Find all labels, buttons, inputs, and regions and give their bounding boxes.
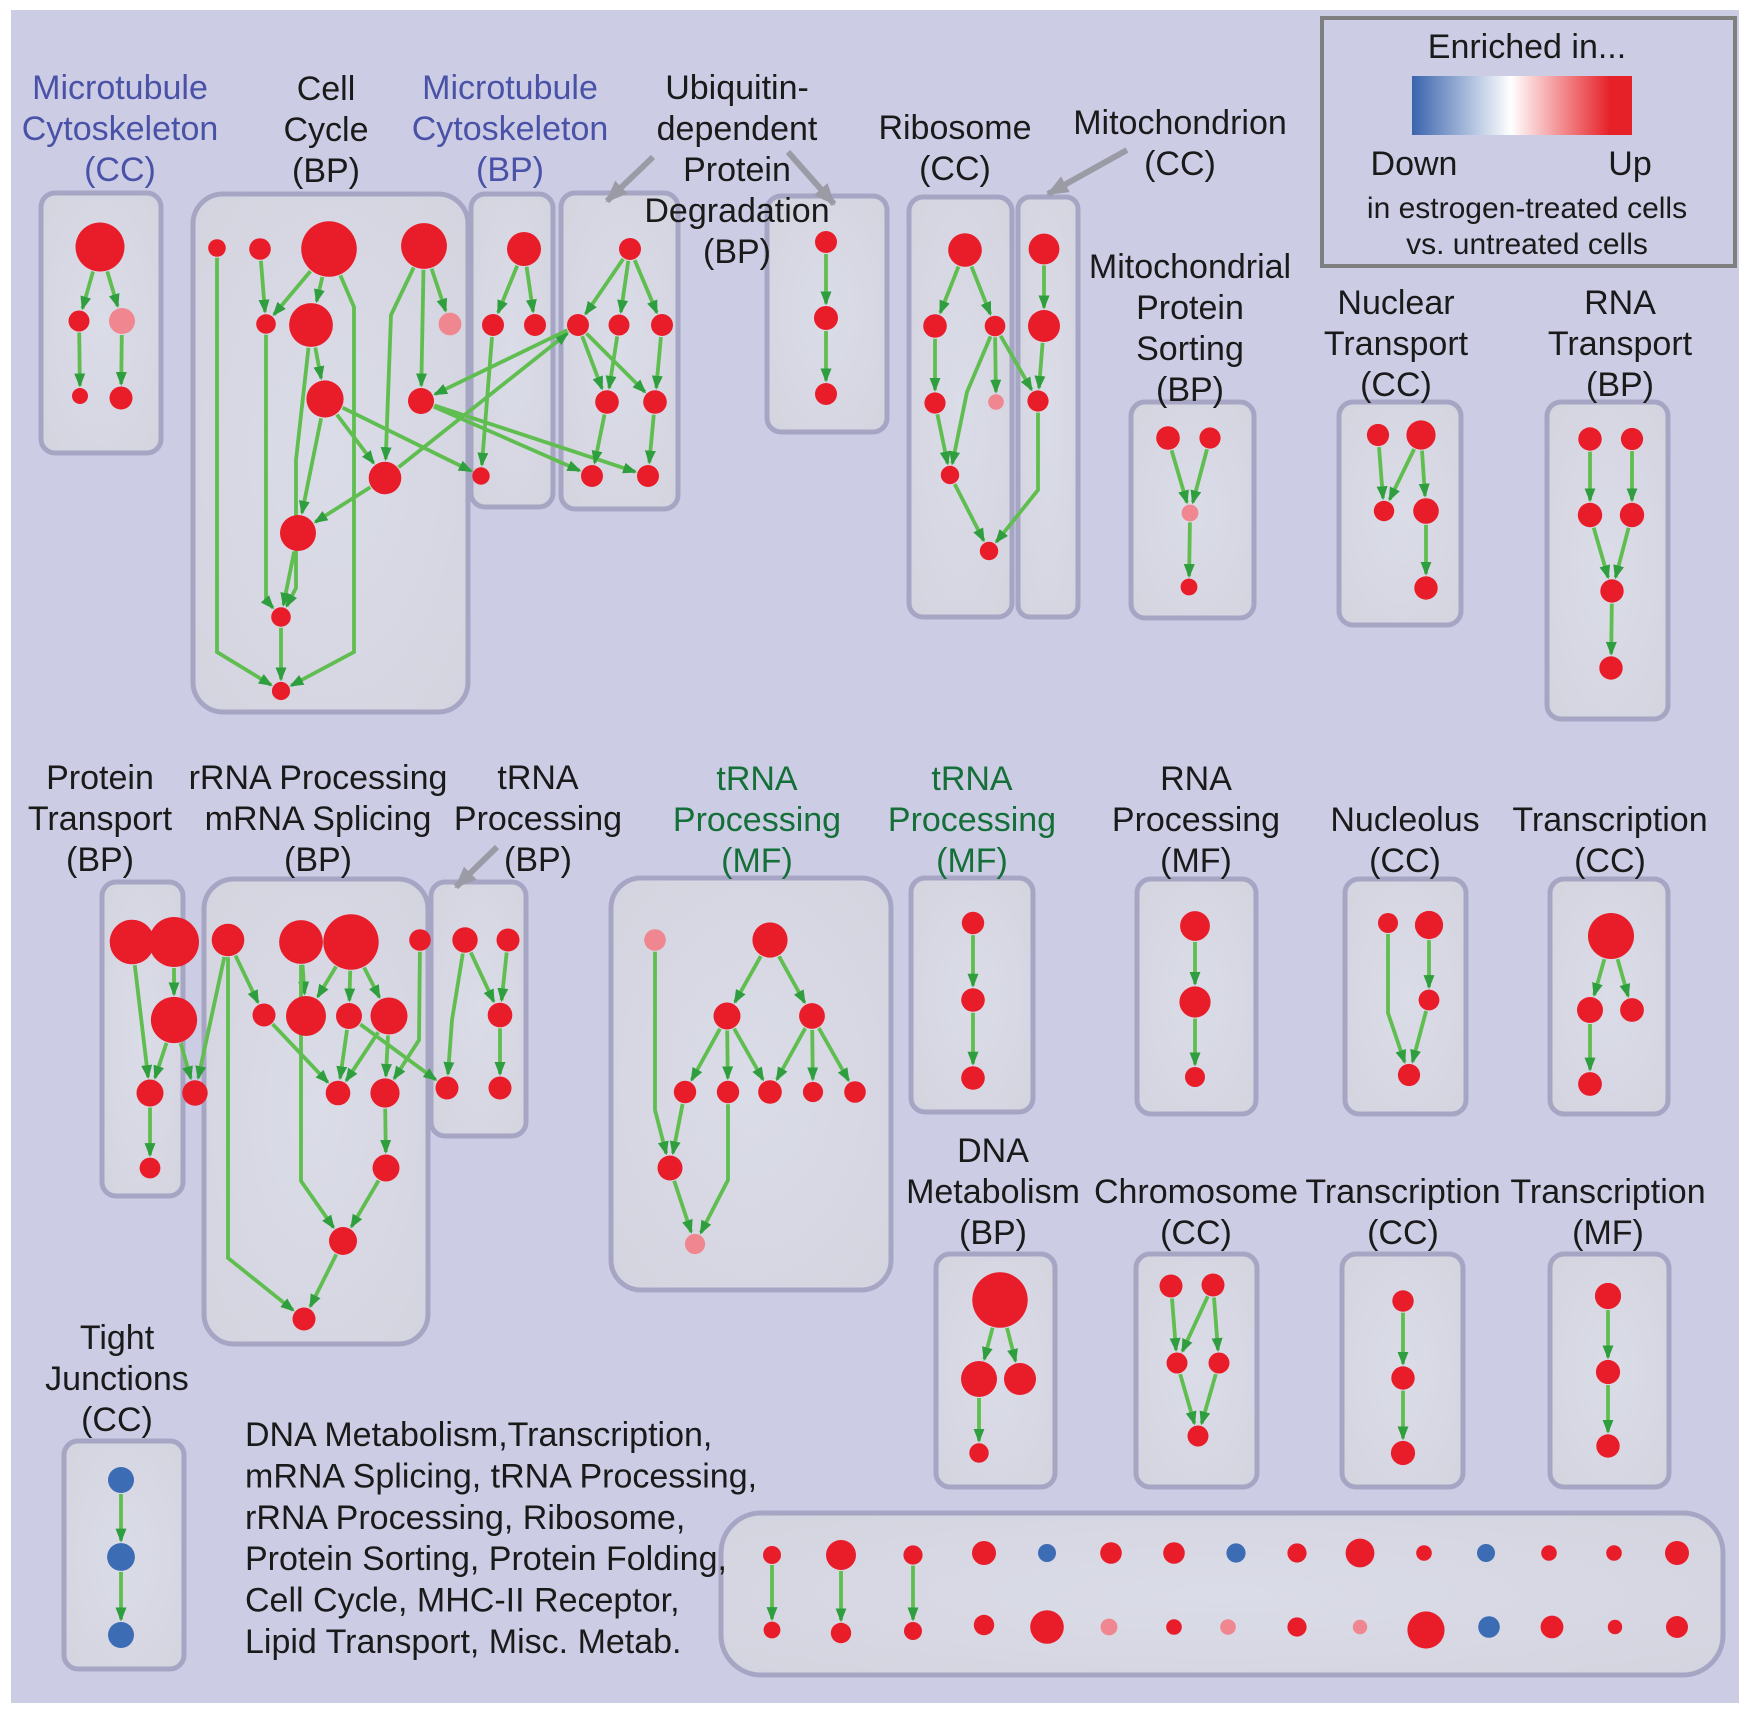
svg-text:Chromosome(CC): Chromosome (CC) (1094, 1173, 1298, 1252)
svg-text:Down: Down (1371, 145, 1458, 183)
svg-text:Transcription(MF): Transcription (MF) (1510, 1173, 1705, 1252)
svg-text:Nucleolus(CC): Nucleolus (CC) (1330, 801, 1479, 880)
svg-text:Transcription(CC): Transcription (CC) (1512, 801, 1707, 880)
svg-text:Enriched in...: Enriched in... (1428, 28, 1626, 66)
svg-text:Mitochondrion(CC): Mitochondrion (CC) (1073, 104, 1287, 183)
svg-text:Up: Up (1608, 145, 1651, 183)
svg-text:Transcription(CC): Transcription (CC) (1305, 1173, 1500, 1252)
svg-text:in estrogen-treated cells: in estrogen-treated cells (1367, 192, 1687, 225)
svg-text:Ribosome(CC): Ribosome (CC) (878, 109, 1031, 188)
svg-text:DNA Metabolism,Transcription,m: DNA Metabolism,Transcription, mRNA Splici… (245, 1416, 757, 1661)
svg-text:vs. untreated cells: vs. untreated cells (1406, 228, 1648, 261)
